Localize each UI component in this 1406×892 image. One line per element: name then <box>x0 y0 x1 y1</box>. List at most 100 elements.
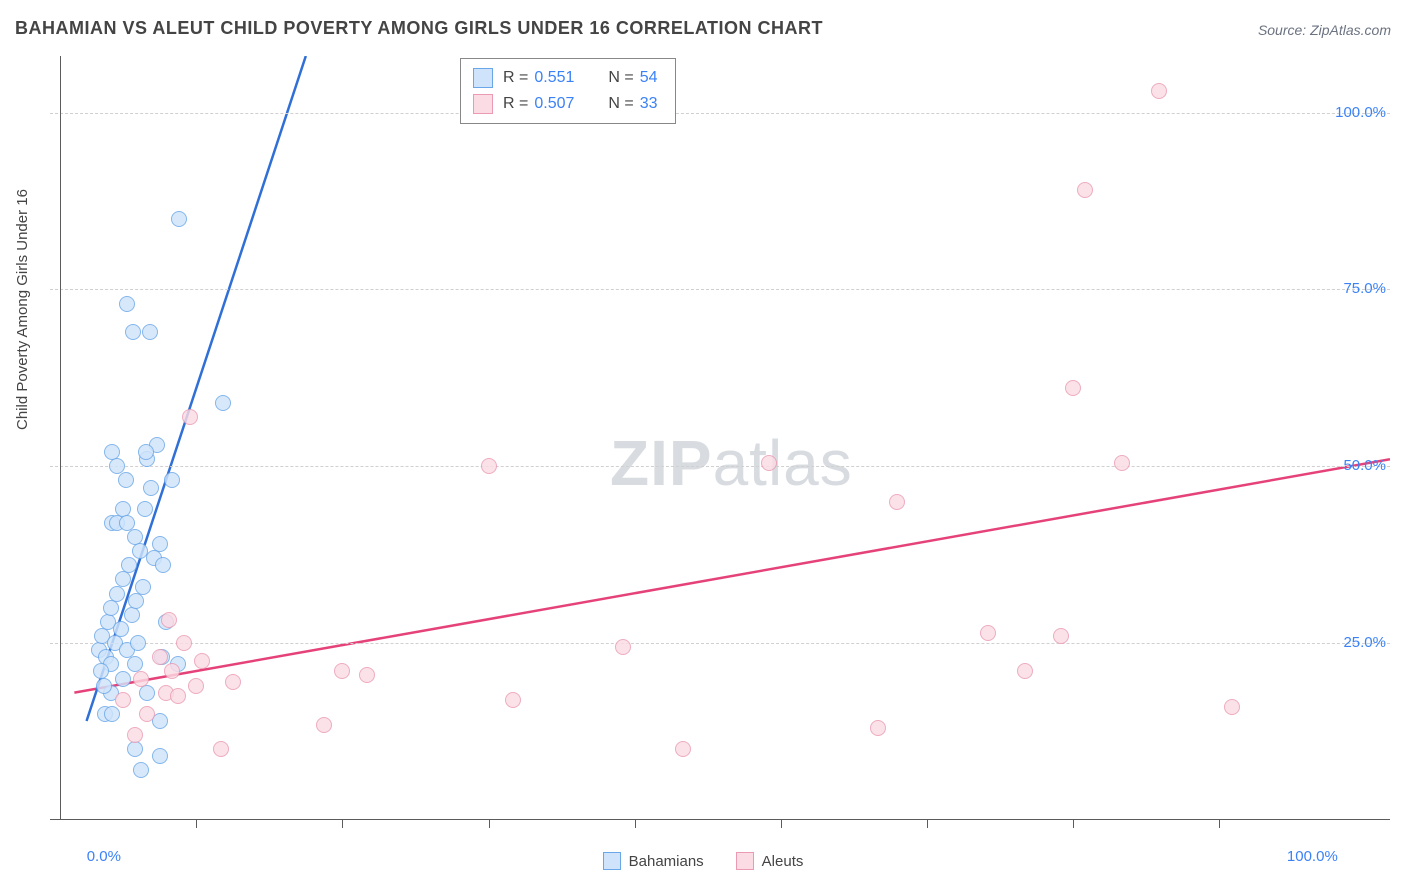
scatter-point <box>125 324 141 340</box>
regression-line <box>74 459 1390 692</box>
scatter-point <box>1053 628 1069 644</box>
stats-n-label: N = <box>608 69 633 87</box>
x-minor-tick <box>635 820 636 828</box>
legend-swatch-icon <box>473 94 493 114</box>
regression-lines <box>50 56 1390 820</box>
scatter-point <box>115 692 131 708</box>
scatter-point <box>115 571 131 587</box>
scatter-point <box>133 762 149 778</box>
x-minor-tick <box>196 820 197 828</box>
legend-swatch-icon <box>736 852 754 870</box>
scatter-point <box>152 536 168 552</box>
scatter-point <box>96 678 112 694</box>
stats-n-value: 33 <box>640 95 658 113</box>
scatter-point <box>118 472 134 488</box>
y-tick-label: 100.0% <box>1335 104 1386 121</box>
stats-n-label: N = <box>608 95 633 113</box>
x-minor-tick <box>1219 820 1220 828</box>
plot-area: ZIPatlas 25.0%50.0%75.0%100.0%0.0%100.0% <box>50 56 1390 820</box>
scatter-point <box>143 480 159 496</box>
scatter-point <box>127 727 143 743</box>
scatter-point <box>170 688 186 704</box>
scatter-point <box>128 593 144 609</box>
scatter-point <box>225 674 241 690</box>
stats-row: R = 0.507 N = 33 <box>473 91 663 117</box>
x-minor-tick <box>489 820 490 828</box>
legend-label: Aleuts <box>762 853 804 870</box>
scatter-point <box>213 741 229 757</box>
y-tick-label: 25.0% <box>1343 634 1386 651</box>
scatter-point <box>121 557 137 573</box>
scatter-point <box>505 692 521 708</box>
y-axis-line <box>60 56 61 820</box>
scatter-point <box>1151 83 1167 99</box>
scatter-point <box>152 748 168 764</box>
x-minor-tick <box>781 820 782 828</box>
scatter-point <box>155 557 171 573</box>
scatter-point <box>152 649 168 665</box>
stats-r-label: R = <box>503 95 528 113</box>
legend-item: Bahamians <box>603 852 704 870</box>
scatter-point <box>119 515 135 531</box>
stats-r-value: 0.551 <box>534 69 602 87</box>
scatter-point <box>115 671 131 687</box>
scatter-point <box>164 472 180 488</box>
scatter-point <box>139 685 155 701</box>
scatter-point <box>1065 380 1081 396</box>
x-minor-tick <box>927 820 928 828</box>
scatter-point <box>1224 699 1240 715</box>
scatter-point <box>127 741 143 757</box>
scatter-point <box>161 612 177 628</box>
x-minor-tick <box>1073 820 1074 828</box>
scatter-point <box>133 671 149 687</box>
scatter-point <box>138 444 154 460</box>
scatter-point <box>215 395 231 411</box>
grid-line-h <box>50 643 1390 644</box>
scatter-point <box>1017 663 1033 679</box>
legend-swatch-icon <box>473 68 493 88</box>
scatter-point <box>1114 455 1130 471</box>
stats-r-value: 0.507 <box>534 95 602 113</box>
scatter-point <box>194 653 210 669</box>
scatter-point <box>615 639 631 655</box>
scatter-point <box>675 741 691 757</box>
stats-n-value: 54 <box>640 69 658 87</box>
grid-line-h <box>50 113 1390 114</box>
scatter-point <box>359 667 375 683</box>
grid-line-h <box>50 289 1390 290</box>
legend-label: Bahamians <box>629 853 704 870</box>
scatter-point <box>142 324 158 340</box>
scatter-point <box>889 494 905 510</box>
scatter-point <box>980 625 996 641</box>
scatter-point <box>119 296 135 312</box>
source-credit: Source: ZipAtlas.com <box>1258 22 1391 38</box>
scatter-point <box>164 663 180 679</box>
scatter-point <box>171 211 187 227</box>
scatter-point <box>761 455 777 471</box>
scatter-point <box>139 706 155 722</box>
stats-r-label: R = <box>503 69 528 87</box>
scatter-point <box>113 621 129 637</box>
scatter-point <box>481 458 497 474</box>
scatter-point <box>334 663 350 679</box>
chart-title: BAHAMIAN VS ALEUT CHILD POVERTY AMONG GI… <box>15 18 823 39</box>
scatter-point <box>137 501 153 517</box>
chart-container: BAHAMIAN VS ALEUT CHILD POVERTY AMONG GI… <box>0 0 1406 892</box>
scatter-point <box>1077 182 1093 198</box>
x-axis-line <box>50 819 1390 820</box>
x-minor-tick <box>342 820 343 828</box>
scatter-point <box>176 635 192 651</box>
scatter-point <box>124 607 140 623</box>
scatter-point <box>182 409 198 425</box>
y-tick-label: 75.0% <box>1343 280 1386 297</box>
legend-bottom: Bahamians Aleuts <box>0 852 1406 874</box>
legend-item: Aleuts <box>736 852 804 870</box>
scatter-point <box>109 586 125 602</box>
y-axis-label: Child Poverty Among Girls Under 16 <box>14 189 31 430</box>
scatter-point <box>188 678 204 694</box>
scatter-point <box>103 600 119 616</box>
scatter-point <box>104 706 120 722</box>
stats-row: R = 0.551 N = 54 <box>473 65 663 91</box>
scatter-point <box>130 635 146 651</box>
legend-swatch-icon <box>603 852 621 870</box>
